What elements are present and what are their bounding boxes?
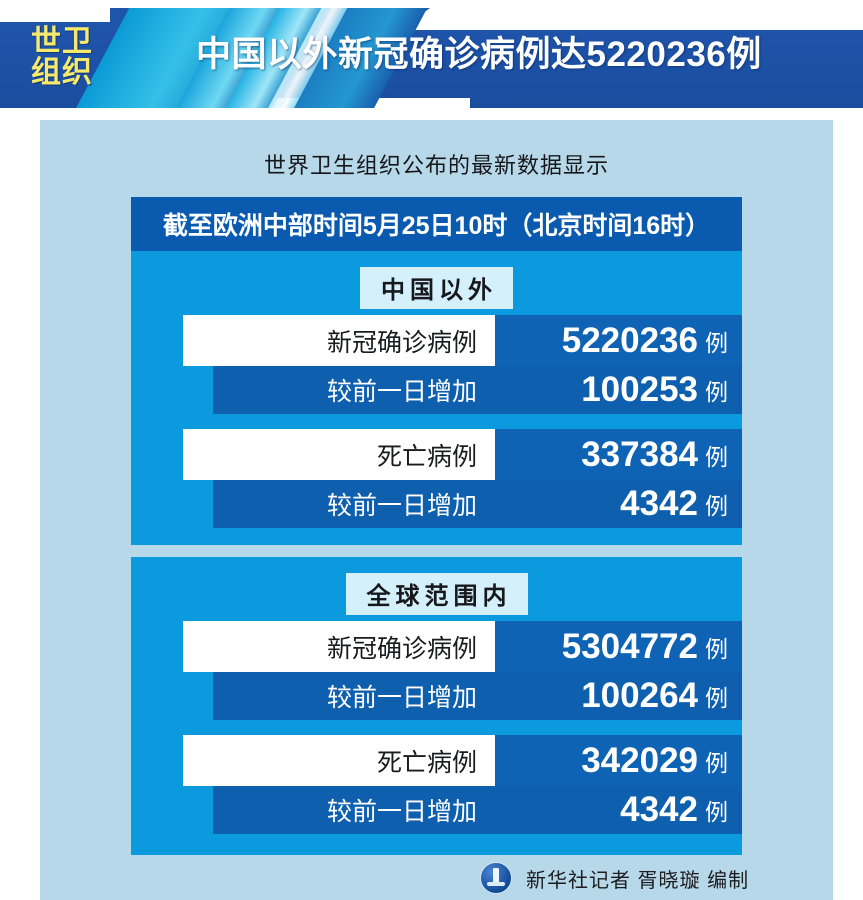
metric-row-confirmed-delta: 较前一日增加 100253 例 bbox=[131, 366, 742, 414]
metric-value: 100253 bbox=[581, 370, 698, 409]
metric-value-box: 337384 例 bbox=[495, 429, 742, 480]
metric-unit: 例 bbox=[705, 685, 728, 711]
metric-label: 较前一日增加 bbox=[213, 366, 495, 414]
metric-value: 342029 bbox=[581, 740, 698, 780]
metric-value-box: 4342 例 bbox=[495, 786, 742, 834]
metric-group-confirmed-outside: 新冠确诊病例 5220236 例 较前一日增加 100253 例 bbox=[131, 315, 742, 414]
metric-unit: 例 bbox=[705, 493, 728, 519]
section-chip-label: 全球范围内 bbox=[345, 573, 528, 615]
metric-unit: 例 bbox=[705, 329, 728, 356]
metric-row-deaths: 死亡病例 342029 例 bbox=[131, 735, 742, 786]
metric-unit: 例 bbox=[705, 749, 728, 776]
section-panel-outside-china: 中国以外 新冠确诊病例 5220236 例 较前一日增加 100253 例 死亡… bbox=[131, 251, 742, 545]
metric-row-confirmed-delta: 较前一日增加 100264 例 bbox=[131, 672, 742, 720]
page-title: 中国以外新冠确诊病例达5220236例 bbox=[196, 35, 762, 74]
metric-value: 337384 bbox=[581, 434, 698, 474]
metric-value-box: 5304772 例 bbox=[495, 621, 742, 672]
metric-value: 4342 bbox=[620, 484, 698, 523]
header-banner: 世卫 组织 中国以外新冠确诊病例达5220236例 bbox=[0, 0, 863, 120]
metric-value: 4342 bbox=[620, 790, 698, 829]
metric-unit: 例 bbox=[705, 379, 728, 405]
metric-row-deaths-delta: 较前一日增加 4342 例 bbox=[131, 480, 742, 528]
footer: 新华社记者 胥晓璇 编制 bbox=[480, 860, 833, 896]
section-title-global: 全球范围内 bbox=[131, 573, 742, 615]
section-panel-global: 全球范围内 新冠确诊病例 5304772 例 较前一日增加 100264 例 死… bbox=[131, 557, 742, 855]
who-badge-line2: 组织 bbox=[31, 56, 93, 89]
who-badge-line1: 世卫 bbox=[31, 24, 93, 58]
metric-label: 较前一日增加 bbox=[213, 672, 495, 720]
subtitle: 世界卫生组织公布的最新数据显示 bbox=[263, 153, 609, 178]
who-badge: 世卫 组织 bbox=[14, 16, 110, 98]
metric-row-deaths-delta: 较前一日增加 4342 例 bbox=[131, 786, 742, 834]
metric-value: 100264 bbox=[581, 676, 698, 715]
metric-label: 死亡病例 bbox=[183, 735, 495, 786]
metric-value-box: 4342 例 bbox=[495, 480, 742, 528]
metric-row-deaths: 死亡病例 337384 例 bbox=[131, 429, 742, 480]
metric-row-confirmed: 新冠确诊病例 5304772 例 bbox=[131, 621, 742, 672]
metric-label: 新冠确诊病例 bbox=[183, 621, 495, 672]
metric-label: 新冠确诊病例 bbox=[183, 315, 495, 366]
metric-value-box: 5220236 例 bbox=[495, 315, 742, 366]
metric-group-confirmed-global: 新冠确诊病例 5304772 例 较前一日增加 100264 例 bbox=[131, 621, 742, 720]
metric-value-box: 100253 例 bbox=[495, 366, 742, 414]
metric-value-box: 100264 例 bbox=[495, 672, 742, 720]
metric-unit: 例 bbox=[705, 635, 728, 662]
date-bar-label: 截至欧洲中部时间5月25日10时（北京时间16时） bbox=[162, 212, 711, 240]
metric-unit: 例 bbox=[705, 443, 728, 470]
date-bar: 截至欧洲中部时间5月25日10时（北京时间16时） bbox=[131, 197, 742, 251]
xinhua-logo-icon bbox=[480, 862, 512, 894]
metric-label: 较前一日增加 bbox=[213, 786, 495, 834]
metric-value-box: 342029 例 bbox=[495, 735, 742, 786]
metric-label: 死亡病例 bbox=[183, 429, 495, 480]
section-chip-label: 中国以外 bbox=[360, 267, 513, 309]
metric-row-confirmed: 新冠确诊病例 5220236 例 bbox=[131, 315, 742, 366]
metric-value: 5220236 bbox=[561, 320, 698, 360]
metric-group-deaths-global: 死亡病例 342029 例 较前一日增加 4342 例 bbox=[131, 735, 742, 834]
credit-text: 新华社记者 胥晓璇 编制 bbox=[526, 869, 750, 892]
metric-label: 较前一日增加 bbox=[213, 480, 495, 528]
metric-group-deaths-outside: 死亡病例 337384 例 较前一日增加 4342 例 bbox=[131, 429, 742, 528]
metric-value: 5304772 bbox=[561, 626, 698, 666]
section-title-outside-china: 中国以外 bbox=[131, 267, 742, 309]
metric-unit: 例 bbox=[705, 799, 728, 825]
